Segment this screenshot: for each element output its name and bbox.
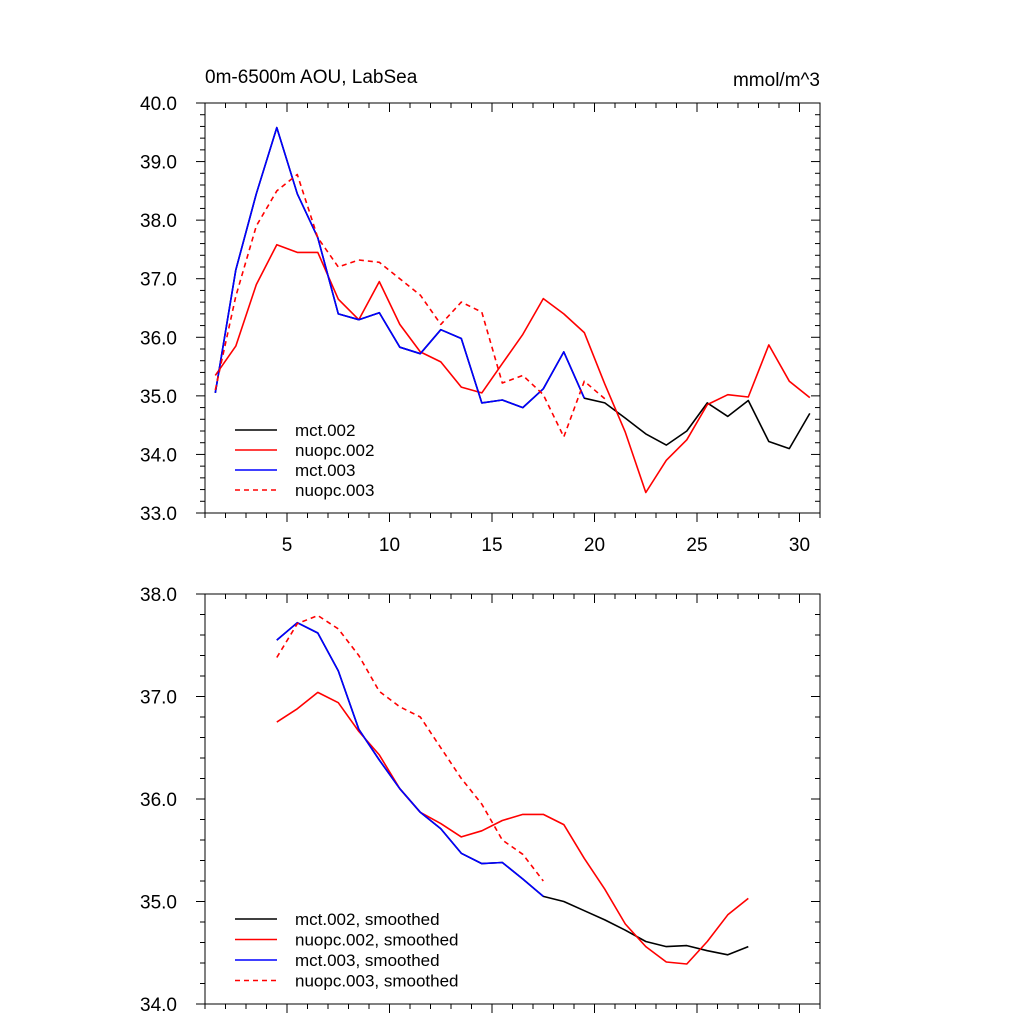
legend-label: mct.003, smoothed bbox=[295, 951, 440, 970]
y-tick-label: 37.0 bbox=[140, 270, 177, 291]
axes: 34.0 35.0 36.0 37.0 38.0 bbox=[140, 585, 821, 1016]
y-tick-label: 34.0 bbox=[140, 995, 177, 1016]
y-tick-label: 35.0 bbox=[140, 893, 177, 914]
y-tick-label: 33.0 bbox=[140, 504, 177, 525]
series-line-nuopc-002 bbox=[214, 243, 811, 494]
series-line-mct-003 bbox=[214, 126, 586, 409]
y-tick-label: 40.0 bbox=[140, 94, 177, 115]
legend-label: mct.002, smoothed bbox=[295, 910, 440, 929]
y-tick-label: 39.0 bbox=[140, 153, 177, 174]
legend-label: mct.003 bbox=[295, 461, 355, 480]
top-panel: 0m-6500m AOU, LabSea mmol/m^3 5 10 15 20 25 3… bbox=[140, 67, 821, 556]
legend-label: nuopc.002 bbox=[295, 441, 374, 460]
plot-frame bbox=[204, 102, 821, 514]
y-tick-label: 36.0 bbox=[140, 328, 177, 349]
series-line-nuopc-002-smoothed bbox=[276, 691, 749, 965]
legend-label: nuopc.003, smoothed bbox=[295, 972, 459, 991]
y-tick-label: 38.0 bbox=[140, 585, 177, 606]
series-group bbox=[214, 126, 811, 494]
x-tick-label: 25 bbox=[686, 535, 707, 556]
bottom-panel: 34.0 35.0 36.0 37.0 38.0 mct.002, smoothed nu… bbox=[140, 585, 821, 1016]
series-group bbox=[276, 614, 749, 965]
y-tick-label: 37.0 bbox=[140, 688, 177, 709]
series-line-mct-003-smoothed bbox=[276, 621, 544, 898]
y-tick-label: 34.0 bbox=[140, 445, 177, 466]
units-label: mmol/m^3 bbox=[733, 70, 820, 91]
y-tick-label: 38.0 bbox=[140, 211, 177, 232]
series-line-nuopc-003-smoothed bbox=[276, 614, 544, 882]
series-line-mct-002-smoothed bbox=[276, 621, 749, 956]
series-line-nuopc-003 bbox=[214, 173, 606, 438]
x-tick-label: 5 bbox=[282, 535, 293, 556]
x-tick-label: 15 bbox=[481, 535, 502, 556]
y-tick-label: 35.0 bbox=[140, 387, 177, 408]
plot-frame bbox=[204, 593, 821, 1005]
legend: mct.002, smoothed nuopc.002, smoothedmct.… bbox=[235, 910, 459, 991]
axes: 5 10 15 20 25 30 33.0 34.0 35.0 36.0 37.0 38.0 39.0 4… bbox=[140, 94, 821, 556]
y-tick-label: 36.0 bbox=[140, 790, 177, 811]
series-line-mct-002 bbox=[214, 126, 811, 450]
legend-label: mct.002 bbox=[295, 421, 355, 440]
x-tick-label: 20 bbox=[584, 535, 605, 556]
x-tick-label: 10 bbox=[379, 535, 400, 556]
x-tick-label: 30 bbox=[789, 535, 810, 556]
legend-label: nuopc.002, smoothed bbox=[295, 931, 459, 950]
chart-title: 0m-6500m AOU, LabSea bbox=[205, 67, 418, 88]
legend-label: nuopc.003 bbox=[295, 481, 374, 500]
